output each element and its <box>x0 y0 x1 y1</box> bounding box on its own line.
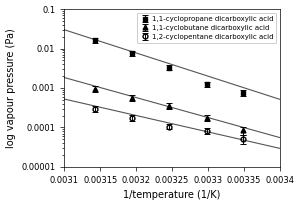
Y-axis label: log vapour pressure (Pa): log vapour pressure (Pa) <box>6 28 16 148</box>
Legend: 1,1-cyclopropane dicarboxylic acid, 1,1-cyclobutane dicarboxylic acid, 1,2-cyclo: 1,1-cyclopropane dicarboxylic acid, 1,1-… <box>137 13 277 43</box>
X-axis label: 1/temperature (1/K): 1/temperature (1/K) <box>123 190 221 200</box>
